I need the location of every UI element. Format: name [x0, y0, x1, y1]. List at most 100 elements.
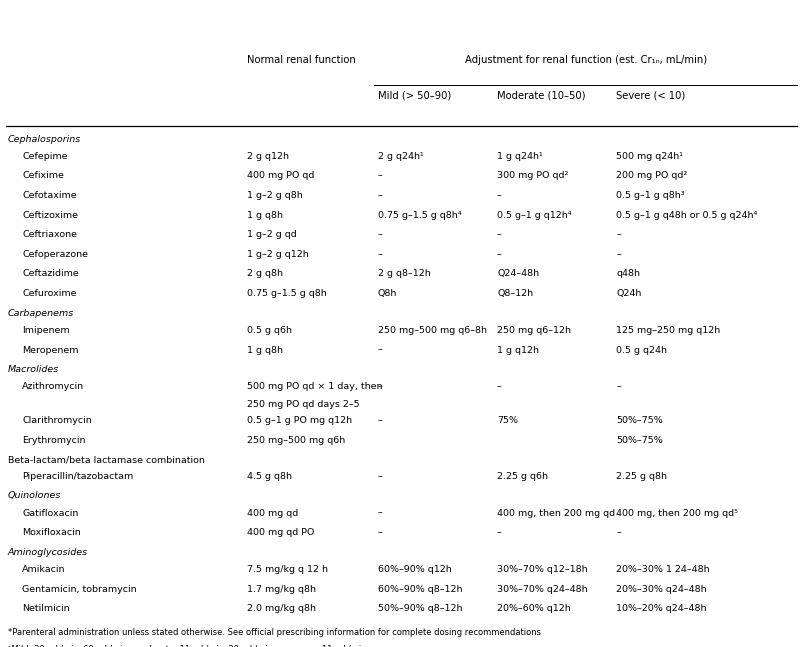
Text: –: –: [378, 345, 382, 355]
Text: Adjustment for renal function (est. Cr₁ₙ, mL/min): Adjustment for renal function (est. Cr₁ₙ…: [466, 55, 707, 65]
Text: 500 mg q24h¹: 500 mg q24h¹: [616, 152, 683, 161]
Text: Imipenem: Imipenem: [22, 326, 70, 335]
Text: 400 mg qd: 400 mg qd: [246, 509, 298, 518]
Text: 0.5 g–1 g q8h³: 0.5 g–1 g q8h³: [616, 191, 685, 200]
Text: 4.5 g q8h: 4.5 g q8h: [246, 472, 291, 481]
Text: –: –: [497, 382, 502, 391]
Text: 250 mg–500 mg q6–8h: 250 mg–500 mg q6–8h: [378, 326, 486, 335]
Text: 400 mg, then 200 mg qd: 400 mg, then 200 mg qd: [497, 509, 615, 518]
Text: 20%–60% q12h: 20%–60% q12h: [497, 604, 570, 613]
Text: Quinolones: Quinolones: [8, 491, 62, 500]
Text: 1 g q12h: 1 g q12h: [497, 345, 539, 355]
Text: Cefixime: Cefixime: [22, 171, 64, 181]
Text: 200 mg PO qd²: 200 mg PO qd²: [616, 171, 687, 181]
Text: 0.5 g–1 g PO mg q12h: 0.5 g–1 g PO mg q12h: [246, 417, 352, 425]
Text: Carbapenems: Carbapenems: [8, 309, 74, 318]
Text: 1 g–2 g qd: 1 g–2 g qd: [246, 230, 296, 239]
Text: Q8h: Q8h: [378, 289, 397, 298]
Text: 2 g q24h¹: 2 g q24h¹: [378, 152, 423, 161]
Text: 0.75 g–1.5 g q8h: 0.75 g–1.5 g q8h: [246, 289, 326, 298]
Text: 0.5 g q6h: 0.5 g q6h: [246, 326, 291, 335]
Text: 0.5 g–1 g q48h or 0.5 g q24h⁴: 0.5 g–1 g q48h or 0.5 g q24h⁴: [616, 211, 758, 219]
Text: –: –: [378, 250, 382, 259]
Text: 400 mg qd PO: 400 mg qd PO: [246, 528, 314, 537]
Text: –: –: [378, 171, 382, 181]
Text: –: –: [497, 191, 502, 200]
Text: 500 mg PO qd × 1 day, then: 500 mg PO qd × 1 day, then: [246, 382, 382, 391]
Text: 1 g–2 g q12h: 1 g–2 g q12h: [246, 250, 308, 259]
Text: 60%–90% q8–12h: 60%–90% q8–12h: [378, 585, 462, 594]
Text: Erythromycin: Erythromycin: [22, 436, 86, 445]
Text: 30%–70% q12–18h: 30%–70% q12–18h: [497, 565, 588, 574]
Text: Aminoglycosides: Aminoglycosides: [8, 548, 88, 557]
Text: Meropenem: Meropenem: [22, 345, 78, 355]
Text: 1 g q8h: 1 g q8h: [246, 345, 282, 355]
Text: 125 mg–250 mg q12h: 125 mg–250 mg q12h: [616, 326, 721, 335]
Text: Q8–12h: Q8–12h: [497, 289, 533, 298]
Text: 400 mg, then 200 mg qd⁵: 400 mg, then 200 mg qd⁵: [616, 509, 738, 518]
Text: Amikacin: Amikacin: [22, 565, 66, 574]
Text: 250 mg–500 mg q6h: 250 mg–500 mg q6h: [246, 436, 345, 445]
Text: 50%–75%: 50%–75%: [616, 436, 663, 445]
Text: 1.7 mg/kg q8h: 1.7 mg/kg q8h: [246, 585, 315, 594]
Text: Clarithromycin: Clarithromycin: [22, 417, 92, 425]
Text: 1 g q24h¹: 1 g q24h¹: [497, 152, 542, 161]
Text: 2.25 g q6h: 2.25 g q6h: [497, 472, 548, 481]
Text: 300 mg PO qd²: 300 mg PO qd²: [497, 171, 568, 181]
Text: Gatifloxacin: Gatifloxacin: [22, 509, 78, 518]
Text: www.medscape.com: www.medscape.com: [148, 10, 277, 23]
Text: –: –: [616, 382, 621, 391]
Text: Azithromycin: Azithromycin: [22, 382, 85, 391]
Text: 2 g q8–12h: 2 g q8–12h: [378, 269, 430, 278]
Text: 2 g q8h: 2 g q8h: [246, 269, 282, 278]
Text: –: –: [497, 528, 502, 537]
Text: –: –: [378, 417, 382, 425]
Text: Cefuroxime: Cefuroxime: [22, 289, 77, 298]
Text: 30%–70% q24–48h: 30%–70% q24–48h: [497, 585, 588, 594]
Text: 2.0 mg/kg q8h: 2.0 mg/kg q8h: [246, 604, 315, 613]
Text: 250 mg PO qd days 2–5: 250 mg PO qd days 2–5: [246, 400, 359, 409]
Text: 10%–20% q24–48h: 10%–20% q24–48h: [616, 604, 707, 613]
Text: 20%–30% q24–48h: 20%–30% q24–48h: [616, 585, 707, 594]
Text: –: –: [378, 382, 382, 391]
Text: Netilmicin: Netilmicin: [22, 604, 70, 613]
Text: Cephalosporins: Cephalosporins: [8, 135, 82, 144]
Text: Cefoperazone: Cefoperazone: [22, 250, 88, 259]
Text: 1 g q8h: 1 g q8h: [246, 211, 282, 219]
Text: Ceftriaxone: Ceftriaxone: [22, 230, 78, 239]
Text: Ceftazidime: Ceftazidime: [22, 269, 79, 278]
Text: 1 g–2 g q8h: 1 g–2 g q8h: [246, 191, 302, 200]
Text: Gentamicin, tobramycin: Gentamicin, tobramycin: [22, 585, 137, 594]
Text: Severe (< 10): Severe (< 10): [616, 91, 686, 101]
Text: *Parenteral administration unless stated otherwise. See official prescribing inf: *Parenteral administration unless stated…: [8, 628, 541, 637]
Text: 0.5 g q24h: 0.5 g q24h: [616, 345, 667, 355]
Text: 2.25 g q8h: 2.25 g q8h: [616, 472, 667, 481]
Text: 60%–90% q12h: 60%–90% q12h: [378, 565, 451, 574]
Text: Macrolides: Macrolides: [8, 365, 59, 374]
Text: –: –: [378, 528, 382, 537]
Text: 50%–90% q8–12h: 50%–90% q8–12h: [378, 604, 462, 613]
Text: 250 mg q6–12h: 250 mg q6–12h: [497, 326, 571, 335]
Text: Beta-lactam/beta lactamase combination: Beta-lactam/beta lactamase combination: [8, 455, 205, 465]
Text: Ceftizoxime: Ceftizoxime: [22, 211, 78, 219]
Text: 2 g q12h: 2 g q12h: [246, 152, 289, 161]
Text: 20%–30% 1 24–48h: 20%–30% 1 24–48h: [616, 565, 710, 574]
Text: Piperacillin/tazobactam: Piperacillin/tazobactam: [22, 472, 134, 481]
Text: –: –: [378, 230, 382, 239]
Text: 7.5 mg/kg q 12 h: 7.5 mg/kg q 12 h: [246, 565, 327, 574]
Text: Moxifloxacin: Moxifloxacin: [22, 528, 81, 537]
Text: 50%–75%: 50%–75%: [616, 417, 663, 425]
Text: –: –: [616, 250, 621, 259]
Text: –: –: [378, 472, 382, 481]
Text: Moderate (10–50): Moderate (10–50): [497, 91, 586, 101]
Text: Medscape®: Medscape®: [6, 10, 98, 23]
Text: q48h: q48h: [616, 269, 640, 278]
Text: –: –: [616, 230, 621, 239]
Text: Cefepime: Cefepime: [22, 152, 68, 161]
Text: 75%: 75%: [497, 417, 518, 425]
Text: Q24h: Q24h: [616, 289, 642, 298]
Text: Mild (> 50–90): Mild (> 50–90): [378, 91, 451, 101]
Text: ¹Mild: 30 mL/min–60 mL/min; moderate: 11 mL/min–29 mL/min; severe: < 11 mL/min: ¹Mild: 30 mL/min–60 mL/min; moderate: 11…: [8, 644, 366, 647]
Text: 400 mg PO qd: 400 mg PO qd: [246, 171, 314, 181]
Text: Source: Curr Med Res Opin © 2004 Librapharm Limited: Source: Curr Med Res Opin © 2004 Libraph…: [523, 628, 794, 639]
